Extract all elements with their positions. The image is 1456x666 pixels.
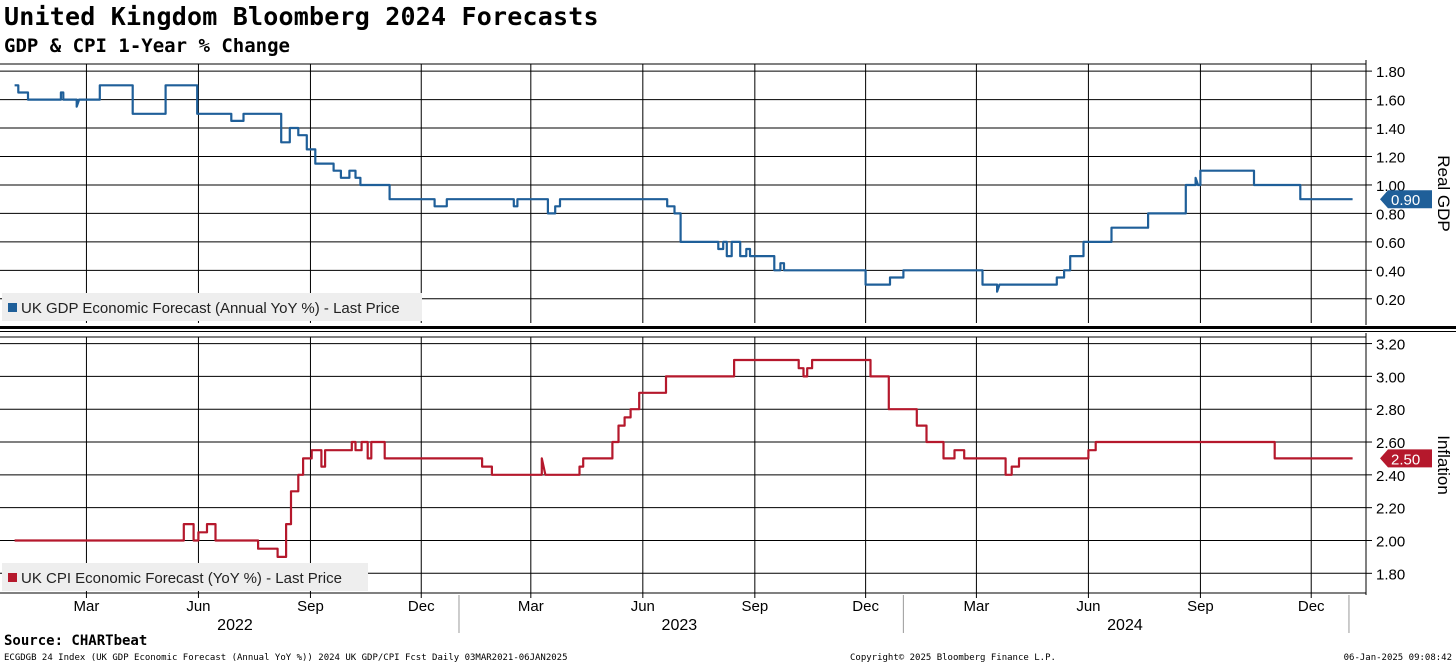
x-tick-label: Mar [74,598,100,615]
legend-swatch [8,573,17,582]
x-tick-label: Sep [297,598,324,615]
legend-box [2,563,368,591]
x-tick-label: Jun [1076,598,1100,615]
y-tick-label: 1.40 [1376,121,1405,138]
footer-copyright: Copyright© 2025 Bloomberg Finance L.P. [850,653,1056,663]
x-tick-label: Sep [1187,598,1214,615]
footer-ticker-info: ECGDGB 24 Index (UK GDP Economic Forecas… [4,653,568,663]
y-tick-label: 0.20 [1376,292,1405,309]
chart-subtitle: GDP & CPI 1-Year % Change [4,35,290,57]
y-tick-label: 2.40 [1376,468,1405,485]
y-tick-label: 3.00 [1376,369,1405,386]
y-tick-label: 1.60 [1376,93,1405,110]
last-value-label: 0.90 [1391,192,1420,209]
y-tick-label: 2.00 [1376,533,1405,550]
legend-label: UK CPI Economic Forecast (YoY %) - Last … [21,570,342,587]
x-tick-label: Sep [741,598,768,615]
x-tick-label: Dec [408,598,435,615]
y-tick-label: 2.60 [1376,435,1405,452]
chart-title: United Kingdom Bloomberg 2024 Forecasts [4,2,599,31]
x-year-label: 2024 [1107,617,1143,634]
panel-divider [0,326,1456,329]
series-line [14,358,1353,558]
y-tick-label: 2.20 [1376,501,1405,518]
y-axis-title: Real GDP [1434,155,1453,232]
y-tick-label: 1.80 [1376,64,1405,81]
y-tick-label: 1.80 [1376,566,1405,583]
y-axis-title: Inflation [1434,435,1453,495]
last-value-label: 2.50 [1391,451,1420,468]
y-tick-label: 0.80 [1376,206,1405,223]
legend-swatch [8,303,17,312]
series-line [14,84,1353,293]
y-tick-label: 1.20 [1376,150,1405,167]
x-tick-label: Jun [186,598,210,615]
y-tick-label: 0.40 [1376,263,1405,280]
x-year-label: 2023 [662,617,698,634]
x-tick-label: Jun [631,598,655,615]
x-tick-label: Mar [518,598,544,615]
legend-box [2,293,422,321]
source-note: Source: CHARTbeat [4,633,148,649]
y-tick-label: 2.80 [1376,402,1405,419]
legend-label: UK GDP Economic Forecast (Annual YoY %) … [21,300,400,317]
last-value-tag [1380,449,1432,468]
panel-divider-thin [0,331,1456,332]
x-tick-label: Mar [963,598,989,615]
x-tick-label: Dec [1298,598,1325,615]
x-tick-label: Dec [852,598,879,615]
last-value-tag [1380,190,1432,209]
x-year-label: 2022 [217,617,253,634]
y-tick-label: 0.60 [1376,235,1405,252]
y-tick-label: 3.20 [1376,337,1405,354]
footer-timestamp: 06-Jan-2025 09:08:42 [1343,653,1452,663]
